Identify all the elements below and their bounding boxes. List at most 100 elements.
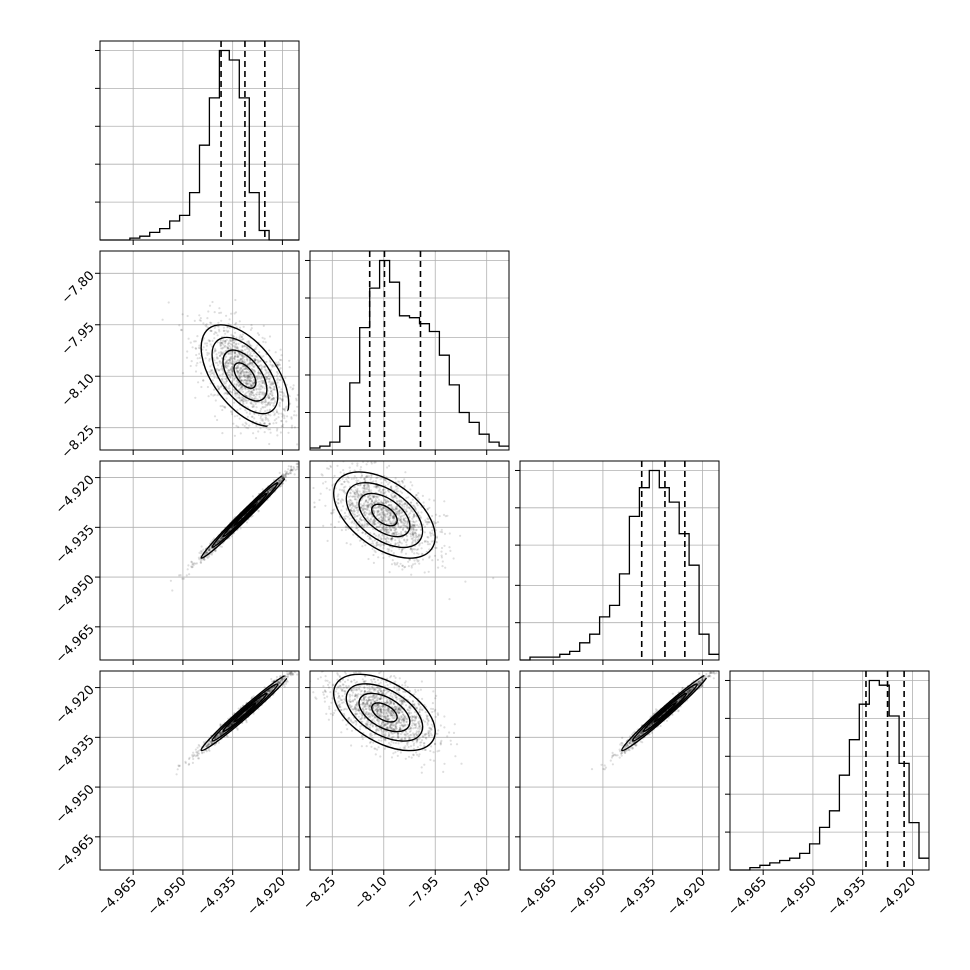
sample-point bbox=[281, 399, 284, 402]
sample-point bbox=[428, 556, 431, 559]
sample-point bbox=[387, 518, 390, 521]
sample-point bbox=[249, 385, 252, 388]
sample-point bbox=[340, 483, 343, 486]
sample-point bbox=[386, 528, 389, 531]
sample-point bbox=[245, 382, 248, 385]
sample-point bbox=[231, 373, 234, 377]
sample-point bbox=[252, 394, 255, 397]
sample-point bbox=[255, 346, 258, 349]
sample-point bbox=[239, 371, 242, 375]
sample-point bbox=[229, 356, 232, 359]
sample-point bbox=[414, 562, 417, 565]
sample-point bbox=[379, 512, 382, 515]
sample-point bbox=[282, 475, 285, 478]
sample-point bbox=[340, 529, 343, 532]
sample-point bbox=[268, 335, 272, 338]
sample-point bbox=[230, 380, 233, 383]
sample-point bbox=[224, 385, 227, 388]
sample-point bbox=[404, 525, 407, 528]
sample-point bbox=[381, 492, 384, 495]
sample-point bbox=[207, 395, 210, 398]
sample-point bbox=[234, 351, 237, 354]
sample-point bbox=[349, 495, 352, 498]
sample-point bbox=[399, 503, 402, 506]
sample-point bbox=[243, 345, 246, 348]
sample-point bbox=[218, 369, 221, 372]
sample-point bbox=[304, 660, 306, 662]
sample-point bbox=[413, 548, 416, 551]
sample-point bbox=[372, 510, 375, 513]
sample-point bbox=[243, 355, 246, 358]
sample-point bbox=[427, 521, 430, 524]
sample-point bbox=[373, 533, 376, 536]
sample-point bbox=[371, 500, 374, 503]
sample-point bbox=[370, 542, 373, 545]
sample-point bbox=[386, 528, 389, 531]
sample-point bbox=[395, 507, 398, 510]
sample-point bbox=[378, 533, 381, 537]
sample-point bbox=[254, 358, 257, 361]
sample-point bbox=[415, 535, 418, 538]
sample-point bbox=[392, 519, 395, 522]
sample-point bbox=[384, 529, 387, 532]
sample-point bbox=[397, 480, 400, 483]
sample-point bbox=[220, 351, 223, 354]
sample-point bbox=[288, 671, 291, 674]
sample-point bbox=[251, 391, 254, 395]
sample-point bbox=[378, 501, 381, 505]
sample-point bbox=[252, 403, 255, 406]
sample-point bbox=[243, 376, 246, 379]
sample-point bbox=[198, 344, 201, 347]
sample-point bbox=[337, 520, 340, 524]
sample-point bbox=[415, 501, 419, 505]
sample-point bbox=[260, 367, 263, 370]
sample-point bbox=[239, 358, 242, 361]
sample-point bbox=[249, 373, 252, 376]
sample-point bbox=[282, 392, 285, 395]
sample-point bbox=[245, 378, 248, 381]
sample-point bbox=[356, 490, 359, 493]
sample-point bbox=[416, 504, 419, 507]
sample-point bbox=[338, 488, 341, 491]
sample-point bbox=[234, 352, 237, 355]
sample-point bbox=[268, 386, 271, 389]
sample-point bbox=[220, 385, 223, 388]
sample-point bbox=[221, 408, 224, 412]
sample-point bbox=[341, 483, 344, 486]
sample-point bbox=[388, 490, 391, 493]
sample-point bbox=[349, 492, 352, 495]
sample-point bbox=[381, 507, 384, 510]
sample-point bbox=[223, 382, 226, 385]
sample-point bbox=[398, 480, 401, 483]
sample-point bbox=[400, 542, 403, 545]
sample-point bbox=[193, 340, 196, 343]
sample-point bbox=[239, 527, 242, 530]
sample-point bbox=[411, 498, 414, 501]
sample-point bbox=[380, 500, 383, 503]
sample-point bbox=[395, 531, 399, 534]
sample-point bbox=[214, 361, 217, 364]
sample-point bbox=[353, 486, 356, 489]
sample-point bbox=[363, 504, 366, 507]
sample-point bbox=[394, 507, 397, 511]
sample-point bbox=[253, 397, 256, 400]
sample-point bbox=[250, 324, 253, 327]
sample-point bbox=[399, 562, 402, 565]
sample-point bbox=[383, 530, 386, 533]
sample-point bbox=[400, 518, 403, 521]
sample-point bbox=[389, 522, 392, 525]
sample-point bbox=[378, 513, 381, 516]
sample-point bbox=[383, 474, 386, 478]
sample-point bbox=[417, 552, 420, 556]
sample-point bbox=[274, 351, 277, 354]
sample-point bbox=[404, 503, 407, 506]
sample-point bbox=[397, 517, 400, 520]
sample-point bbox=[177, 765, 181, 768]
panel-frame bbox=[729, 670, 930, 871]
sample-point bbox=[415, 520, 418, 523]
sample-point bbox=[396, 561, 399, 564]
sample-point bbox=[267, 374, 270, 378]
sample-point bbox=[402, 522, 405, 525]
sample-point bbox=[378, 505, 381, 508]
sample-point bbox=[190, 561, 193, 564]
